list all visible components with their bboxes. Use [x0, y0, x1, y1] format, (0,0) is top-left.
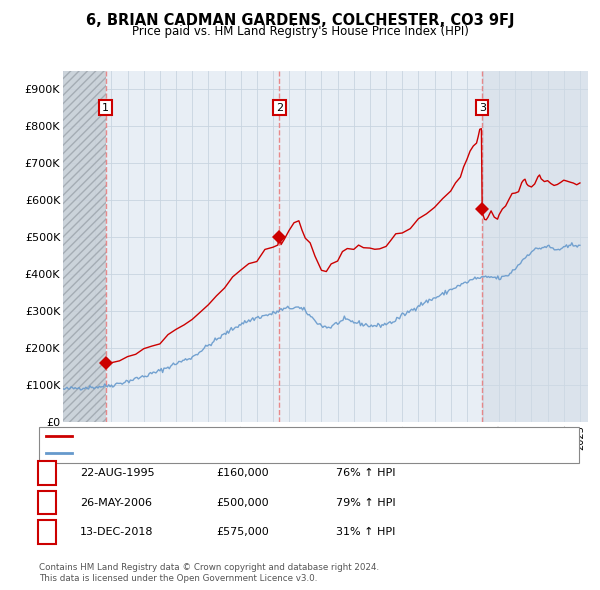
Text: This data is licensed under the Open Government Licence v3.0.: This data is licensed under the Open Gov…	[39, 574, 317, 583]
Text: 26-MAY-2006: 26-MAY-2006	[80, 498, 152, 507]
Text: 6, BRIAN CADMAN GARDENS, COLCHESTER, CO3 9FJ (detached house): 6, BRIAN CADMAN GARDENS, COLCHESTER, CO3…	[75, 431, 427, 441]
Text: Price paid vs. HM Land Registry's House Price Index (HPI): Price paid vs. HM Land Registry's House …	[131, 25, 469, 38]
Text: £160,000: £160,000	[216, 468, 269, 478]
Text: £575,000: £575,000	[216, 527, 269, 537]
Text: 1: 1	[102, 103, 109, 113]
Text: 3: 3	[44, 527, 51, 537]
Text: 13-DEC-2018: 13-DEC-2018	[80, 527, 154, 537]
Bar	[482, 71, 588, 422]
Text: 76% ↑ HPI: 76% ↑ HPI	[336, 468, 395, 478]
Text: HPI: Average price, detached house, Colchester: HPI: Average price, detached house, Colc…	[75, 448, 313, 458]
Text: Contains HM Land Registry data © Crown copyright and database right 2024.: Contains HM Land Registry data © Crown c…	[39, 563, 379, 572]
Text: £500,000: £500,000	[216, 498, 269, 507]
Text: 79% ↑ HPI: 79% ↑ HPI	[336, 498, 395, 507]
Text: 3: 3	[479, 103, 485, 113]
Text: 22-AUG-1995: 22-AUG-1995	[80, 468, 154, 478]
Bar	[63, 71, 106, 422]
Text: 6, BRIAN CADMAN GARDENS, COLCHESTER, CO3 9FJ: 6, BRIAN CADMAN GARDENS, COLCHESTER, CO3…	[86, 13, 514, 28]
Text: 31% ↑ HPI: 31% ↑ HPI	[336, 527, 395, 537]
Text: 2: 2	[44, 498, 51, 507]
Text: 2: 2	[276, 103, 283, 113]
Text: 1: 1	[44, 468, 51, 478]
